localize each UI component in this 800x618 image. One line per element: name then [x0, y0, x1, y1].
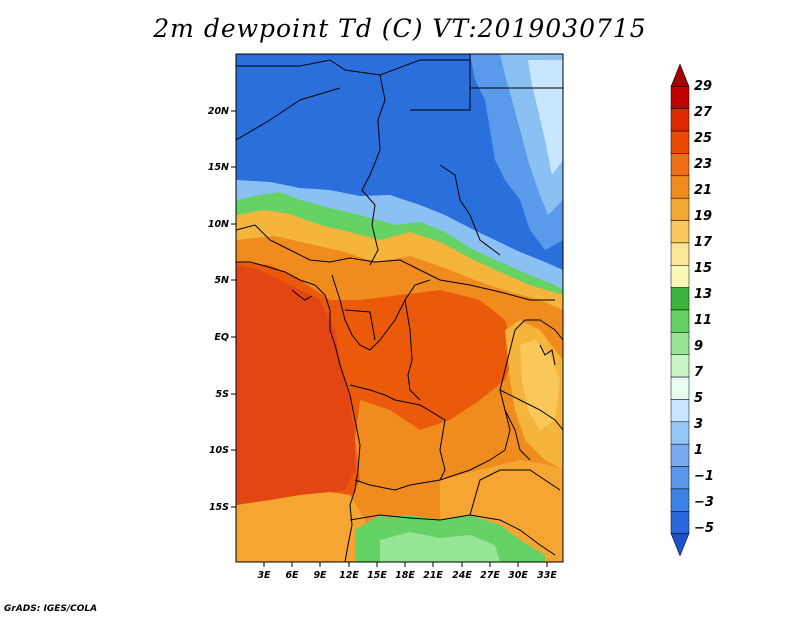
- colorbar-segment: [670, 466, 690, 490]
- colorbar-segment: [670, 332, 690, 355]
- colorbar-label: 21: [694, 183, 712, 198]
- colorbar-segment: [670, 175, 690, 199]
- lat-label: 15S: [209, 502, 229, 513]
- colorbar-label: 23: [694, 157, 712, 172]
- lat-label: 10N: [208, 219, 229, 230]
- lat-label: 5S: [216, 389, 230, 400]
- east-highlands-pale-region: [520, 340, 560, 430]
- colorbar-segment: [670, 399, 690, 423]
- colorbar-segment: [670, 421, 690, 445]
- map-frame: [235, 53, 564, 563]
- colorbar-label: 15: [694, 261, 712, 276]
- lat-label: 10S: [209, 445, 229, 456]
- lon-label: 18E: [395, 570, 415, 581]
- colorbar-label: 5: [694, 391, 703, 406]
- lon-label: 30E: [508, 570, 528, 581]
- colorbar-label: 25: [694, 131, 712, 146]
- colorbar-segment: [670, 197, 690, 221]
- lon-label: 12E: [339, 570, 359, 581]
- south-ocean-region: [236, 492, 365, 562]
- colorbar-segment: [670, 511, 690, 534]
- coastline: [236, 261, 361, 562]
- colorbar-segment: [670, 265, 690, 288]
- lon-label: 21E: [423, 570, 443, 581]
- lat-label: 15N: [208, 162, 229, 173]
- colorbar: [670, 63, 690, 557]
- lon-axis: 3E 6E 9E 12E 15E 18E 21E 24E 27E 30E 33E: [257, 562, 557, 581]
- colorbar-segment: [670, 443, 690, 467]
- colorbar-segment: [670, 488, 690, 512]
- grads-credit: GrADS: IGES/COLA: [4, 604, 98, 614]
- lon-label: 9E: [313, 570, 327, 581]
- colorbar-segment: [670, 63, 690, 87]
- lat-label: EQ: [214, 332, 229, 343]
- colorbar-label: 1: [694, 443, 703, 458]
- lon-label: 27E: [480, 570, 500, 581]
- country-borders: [236, 54, 563, 556]
- south-pale-green-patch: [380, 532, 500, 562]
- colorbar-label: 3: [694, 417, 703, 432]
- lon-label: 33E: [537, 570, 557, 581]
- colorbar-label: 27: [694, 105, 713, 120]
- lat-axis: 20N 15N 10N 5N EQ 5S 10S 15S: [208, 106, 236, 513]
- map-plot: [236, 54, 563, 562]
- colorbar-label: −3: [694, 495, 714, 510]
- colorbar-label: 17: [694, 235, 713, 250]
- colorbar-label: 7: [694, 365, 704, 380]
- colorbar-segment: [670, 220, 690, 244]
- colorbar-segment: [670, 108, 690, 132]
- colorbar-segment: [670, 354, 690, 378]
- lon-label: 24E: [452, 570, 472, 581]
- colorbar-labels: 29 27 25 23 21 19 17 15 13 11 9 7 5 3 1 …: [694, 79, 714, 536]
- ocean-hot-region: [236, 265, 355, 510]
- lon-label: 3E: [257, 570, 271, 581]
- colorbar-segment: [670, 86, 690, 109]
- lon-label: 6E: [285, 570, 299, 581]
- colorbar-label: 9: [694, 339, 703, 354]
- colorbar-segment: [670, 533, 690, 557]
- colorbar-label: 11: [694, 313, 712, 328]
- lon-label: 15E: [367, 570, 387, 581]
- colorbar-segment: [670, 153, 690, 177]
- east-pale-region: [528, 60, 563, 175]
- colorbar-label: 19: [694, 209, 712, 224]
- colorbar-label: 29: [694, 79, 712, 94]
- colorbar-label: −5: [694, 521, 714, 536]
- colorbar-segment: [670, 376, 690, 400]
- colorbar-label: 13: [694, 287, 712, 302]
- colorbar-label: −1: [694, 469, 714, 484]
- map-title: 2m dewpoint Td (C) VT:2019030715: [153, 14, 647, 43]
- colorbar-segment: [670, 130, 690, 154]
- colorbar-segment: [670, 309, 690, 333]
- lat-label: 20N: [208, 106, 229, 117]
- lat-label: 5N: [214, 275, 229, 286]
- colorbar-segment: [670, 287, 690, 311]
- colorbar-segment: [670, 242, 690, 266]
